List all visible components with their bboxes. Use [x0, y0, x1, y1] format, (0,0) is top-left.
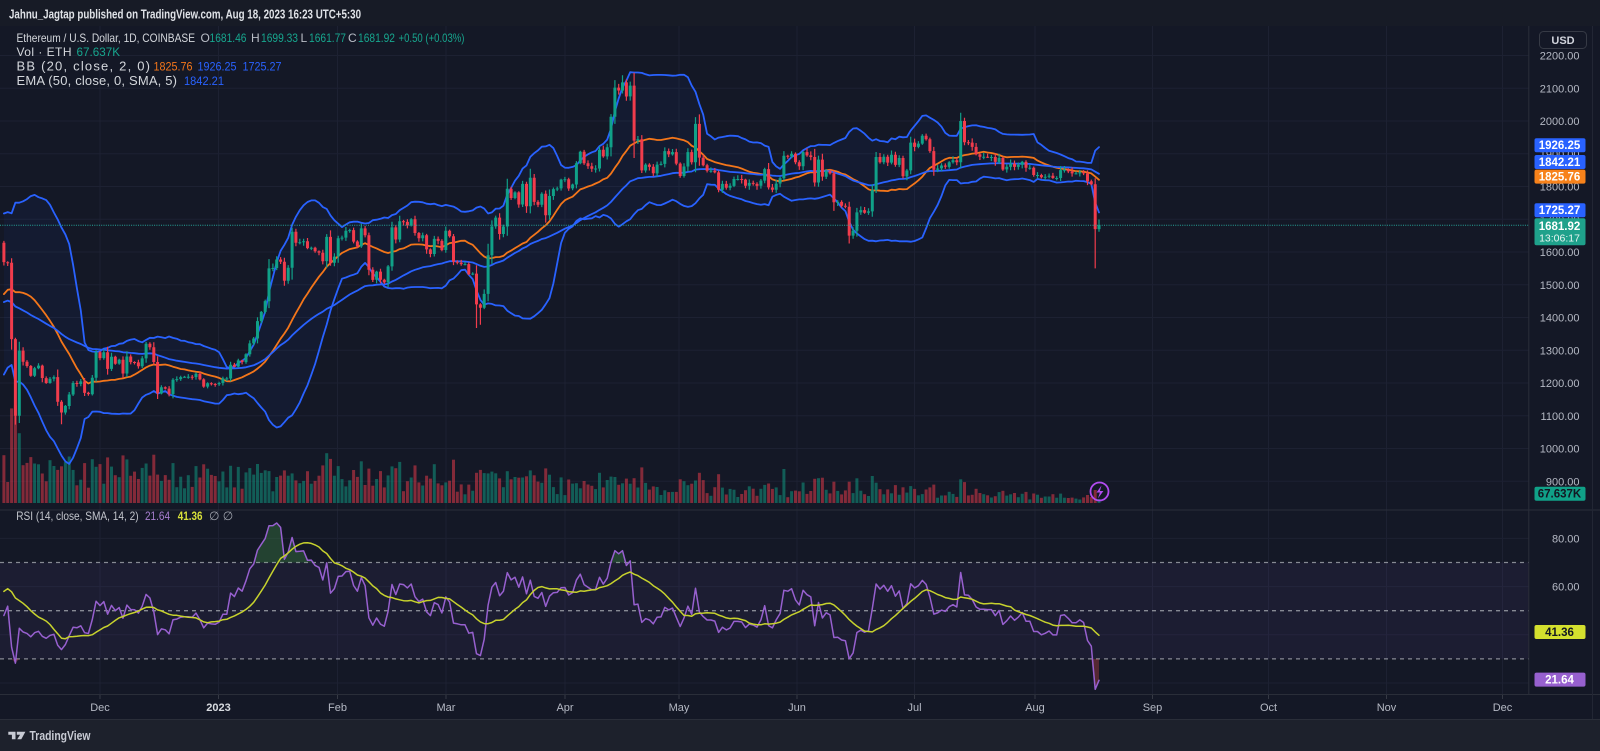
svg-text:2000.00: 2000.00 — [1540, 116, 1580, 128]
svg-text:1500.00: 1500.00 — [1540, 280, 1580, 292]
svg-text:Nov: Nov — [1377, 702, 1397, 714]
svg-text:2023: 2023 — [206, 702, 230, 714]
svg-text:21.64: 21.64 — [145, 509, 170, 523]
svg-text:C: C — [348, 31, 357, 45]
svg-text:80.00: 80.00 — [1552, 533, 1580, 545]
svg-text:1661.77: 1661.77 — [309, 31, 346, 45]
svg-text:May: May — [669, 702, 690, 714]
svg-text:Feb: Feb — [328, 702, 347, 714]
svg-text:BB (20, close, 2, 0): BB (20, close, 2, 0) — [17, 59, 151, 74]
svg-text:1000.00: 1000.00 — [1540, 444, 1580, 456]
svg-text:13:06:17: 13:06:17 — [1539, 233, 1580, 245]
svg-text:21.64: 21.64 — [1545, 675, 1574, 687]
svg-text:1725.27: 1725.27 — [243, 60, 282, 74]
svg-text:1800.00: 1800.00 — [1540, 182, 1580, 194]
svg-text:L: L — [301, 31, 308, 45]
svg-text:1681.46: 1681.46 — [210, 31, 247, 45]
svg-text:1400.00: 1400.00 — [1540, 313, 1580, 325]
svg-text:O: O — [201, 31, 210, 45]
svg-text:Jul: Jul — [907, 702, 921, 714]
svg-text:∅: ∅ — [223, 509, 233, 523]
svg-text:2200.00: 2200.00 — [1540, 51, 1580, 63]
svg-text:1600.00: 1600.00 — [1540, 247, 1580, 259]
svg-text:Mar: Mar — [437, 702, 456, 714]
svg-text:EMA (50, close, 0, SMA, 5): EMA (50, close, 0, SMA, 5) — [17, 73, 178, 88]
svg-text:1300.00: 1300.00 — [1540, 345, 1580, 357]
svg-text:60.00: 60.00 — [1552, 582, 1580, 594]
svg-text:1926.25: 1926.25 — [1539, 140, 1581, 152]
svg-text:Aug: Aug — [1025, 702, 1045, 714]
svg-text:Apr: Apr — [556, 702, 573, 714]
svg-text:41.36: 41.36 — [1545, 627, 1574, 639]
svg-text:1825.76: 1825.76 — [1539, 172, 1581, 184]
svg-text:1842.21: 1842.21 — [1539, 157, 1581, 169]
svg-text:TradingView: TradingView — [30, 728, 92, 743]
svg-text:1825.76: 1825.76 — [154, 60, 193, 74]
svg-text:H: H — [251, 31, 260, 45]
svg-text:67.637K: 67.637K — [77, 45, 121, 59]
svg-text:Jun: Jun — [788, 702, 806, 714]
svg-text:∅: ∅ — [209, 509, 219, 523]
svg-text:1681.92: 1681.92 — [358, 31, 395, 45]
svg-text:1926.25: 1926.25 — [198, 60, 237, 74]
svg-text:Sep: Sep — [1143, 702, 1163, 714]
svg-text:Jahnu_Jagtap published on Trad: Jahnu_Jagtap published on TradingView.co… — [9, 7, 361, 21]
svg-text:1699.33: 1699.33 — [261, 31, 298, 45]
svg-text:Oct: Oct — [1260, 702, 1277, 714]
svg-text:1681.92: 1681.92 — [1539, 221, 1581, 233]
svg-text:+0.50 (+0.03%): +0.50 (+0.03%) — [399, 31, 465, 45]
svg-text:1725.27: 1725.27 — [1539, 205, 1581, 217]
svg-text:1100.00: 1100.00 — [1541, 411, 1580, 423]
svg-text:67.637K: 67.637K — [1538, 489, 1582, 501]
svg-text:Dec: Dec — [1493, 702, 1513, 714]
svg-text:1200.00: 1200.00 — [1540, 378, 1580, 390]
svg-text:1842.21: 1842.21 — [184, 74, 224, 88]
svg-text:Ethereum / U.S. Dollar, 1D, CO: Ethereum / U.S. Dollar, 1D, COINBASE — [17, 31, 196, 45]
svg-text:900.00: 900.00 — [1546, 476, 1580, 488]
svg-text:2100.00: 2100.00 — [1540, 83, 1580, 95]
svg-text:41.36: 41.36 — [178, 509, 203, 523]
svg-text:Vol · ETH: Vol · ETH — [17, 45, 72, 59]
svg-text:RSI (14, close, SMA, 14, 2): RSI (14, close, SMA, 14, 2) — [16, 509, 138, 523]
svg-text:USD: USD — [1551, 35, 1574, 47]
svg-text:Dec: Dec — [90, 702, 110, 714]
